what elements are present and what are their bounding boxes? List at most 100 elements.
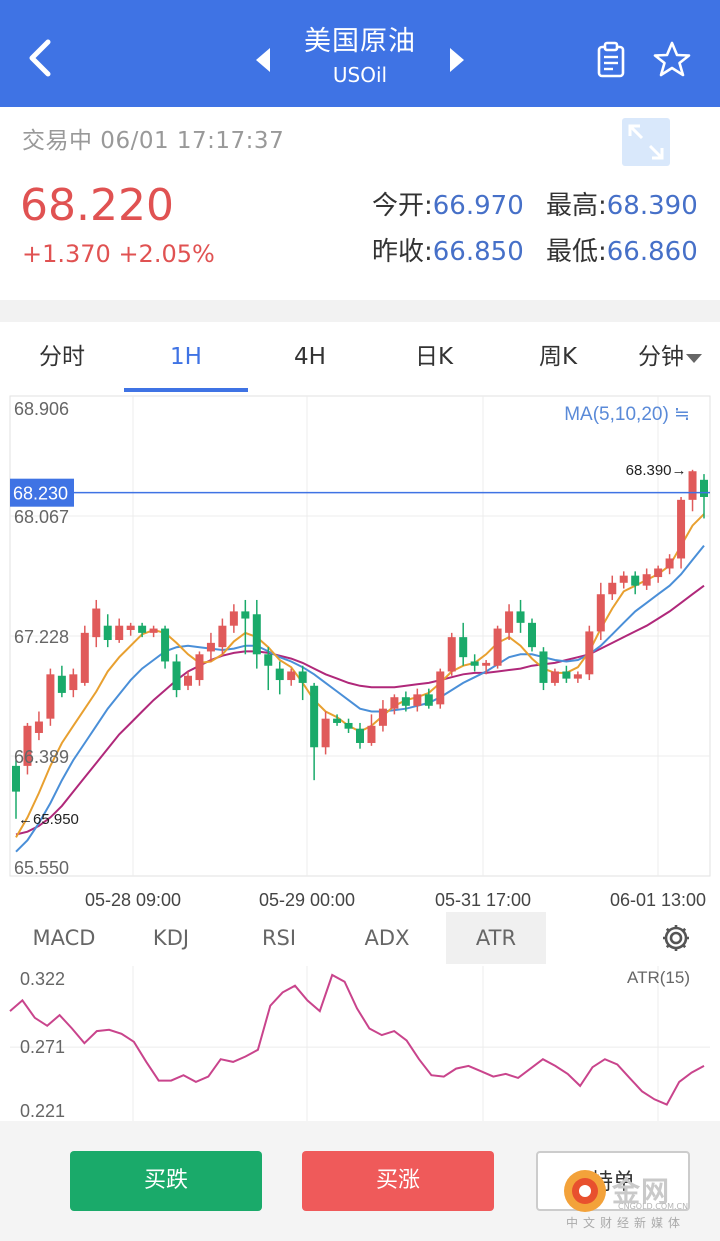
candle-body [493,628,502,666]
candle-body [264,654,273,666]
candle-body [92,608,101,638]
candle-body [298,671,307,683]
buy-button[interactable]: 买涨 [302,1151,494,1211]
candle-body [665,558,674,569]
atr-y-tick-label: 0.322 [20,969,65,989]
candle-body [310,685,319,748]
candle-body [573,674,582,679]
trade-status: 交易中 06/01 17:17:37 [22,128,285,154]
candle-body [424,694,433,706]
clipboard-icon[interactable] [591,40,631,80]
high-value: 68.390 [606,191,698,221]
candle-body [677,499,686,559]
open-label: 今开: [372,191,433,221]
last-price: 68.220 [20,180,174,231]
tab-macd[interactable]: MACD [32,926,96,950]
open-value: 66.970 [432,191,524,221]
indicator-tabs: MACD KDJ RSI ADX ATR [0,912,720,964]
watermark-name: 金网 [612,1175,671,1208]
candle-body [505,611,514,633]
atr-y-tick-label: 0.221 [20,1101,65,1121]
prev-triangle-icon[interactable] [256,48,272,72]
star-icon[interactable] [652,40,692,80]
low-label: 最低: [546,237,607,267]
candle-body [161,628,170,662]
tab-intraday[interactable]: 分时 [39,344,85,370]
open-stat: 今开:66.970 [372,185,524,222]
back-arrow-icon[interactable] [22,36,62,80]
candle-body [447,637,456,672]
atr-panel: 0.322 0.271 0.221 ATR(15) [0,964,720,1121]
candle-body [206,642,215,652]
ma-line-ma5 [15,513,705,838]
tab-weekly[interactable]: 周K [538,344,578,370]
candle-body [470,661,479,666]
prev-close-label: 昨收: [372,237,433,267]
candle-body [57,675,66,693]
prev-close-stat: 昨收:66.850 [372,231,524,268]
tab-1h[interactable]: 1H [170,344,202,370]
low-value: 66.860 [606,237,698,267]
y-tick-label: 67.228 [14,627,69,647]
candle-body [69,674,78,691]
cngold-logo-icon [564,1170,606,1212]
candle-body [436,671,445,705]
candle-body [80,632,89,683]
expand-icon[interactable] [622,118,670,166]
tab-kdj[interactable]: KDJ [152,926,190,950]
sell-button[interactable]: 买跌 [70,1151,262,1211]
next-triangle-icon[interactable] [448,48,464,72]
top-bar: 美国原油 USOil [0,0,720,107]
candle-body [34,721,43,733]
candle-body [356,728,364,743]
gear-icon[interactable] [660,922,692,954]
active-tab-underline [124,388,248,392]
candle-body [333,718,342,723]
candle-body [619,575,628,583]
candle-body [596,594,605,632]
candle-body [390,697,399,709]
prev-close-value: 66.850 [432,237,524,267]
candle-body [46,674,55,719]
candle-body [184,675,192,686]
candle-body [642,574,651,586]
atr-y-tick-label: 0.271 [20,1037,65,1057]
current-price-label: 68.230 [13,484,68,504]
candle-body [585,631,594,675]
kline-chart[interactable]: 68.906 68.067 67.228 66.389 65.550 68.230 68.3… [0,392,720,912]
atr-chart[interactable]: 0.322 0.271 0.221 ATR(15) [0,964,720,1121]
positions-button[interactable]: 持单 [536,1151,690,1211]
min-price-label: ←65.950 [18,811,79,828]
candle-body [149,628,158,633]
candle-body [608,582,617,595]
y-tick-label: 65.550 [14,858,69,878]
candle-body [126,625,135,630]
kline-chart-panel: 68.906 68.067 67.228 66.389 65.550 68.230 68.3… [0,392,720,912]
candle-body [241,611,250,619]
candle-body [459,637,468,658]
atr-line [9,973,705,1106]
candle-body [12,765,20,792]
candle-body [413,694,422,706]
tab-rsi[interactable]: RSI [261,926,297,950]
tab-atr[interactable]: ATR [446,912,546,964]
y-tick-label: 68.906 [14,399,69,419]
x-tick-label: 05-31 17:00 [435,890,531,910]
price-change: +1.370 +2.05% [22,240,215,268]
page-subtitle: USOil [332,63,388,87]
watermark-url: CNGOLD.COM.CN [618,1202,689,1211]
candle-body [115,625,124,641]
tab-minute[interactable]: 分钟 [620,322,720,392]
candle-body [218,625,227,648]
candle-body [401,697,410,706]
candle-body [275,668,284,681]
tab-adx[interactable]: ADX [364,926,410,950]
high-stat: 最高:68.390 [546,185,698,222]
candle-body [172,661,181,691]
candle-body [562,671,571,679]
y-tick-label: 66.389 [14,747,69,767]
caret-down-icon [686,354,702,363]
candle-body [539,651,548,683]
tab-4h[interactable]: 4H [294,344,326,370]
tab-daily[interactable]: 日K [414,344,454,370]
